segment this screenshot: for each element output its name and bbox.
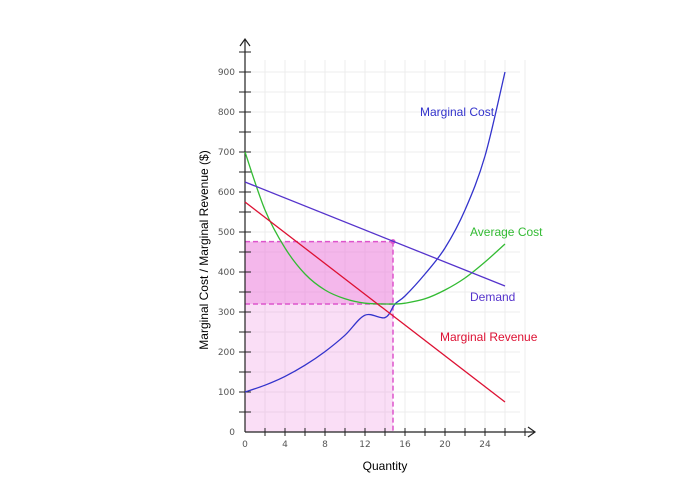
- y-axis-title: Marginal Cost / Marginal Revenue ($): [197, 150, 211, 349]
- x-tick-label: 12: [359, 440, 370, 450]
- y-tick-label: 600: [218, 188, 235, 198]
- y-tick-label: 800: [218, 108, 235, 118]
- grid: [245, 60, 526, 432]
- demand-curve: [244, 181, 506, 287]
- curves: [244, 71, 506, 403]
- average-cost-curve: [244, 151, 506, 305]
- average-cost-label: Average Cost: [470, 225, 543, 239]
- shaded-regions: [245, 239, 396, 432]
- y-tick-label: 700: [218, 148, 235, 158]
- marginal-revenue-curve: [244, 201, 506, 403]
- y-tick-label: 500: [218, 228, 235, 238]
- x-axis-arrow: [527, 426, 537, 438]
- x-tick-label: 8: [322, 440, 328, 450]
- x-axis-title: Quantity: [363, 459, 408, 473]
- y-tick-label: 100: [218, 388, 235, 398]
- y-tick-label: 900: [218, 68, 235, 78]
- y-axis-arrow: [239, 37, 251, 47]
- y-tick-label: 0: [229, 428, 235, 438]
- x-tick-label: 0: [242, 440, 248, 450]
- labels: Marginal Cost Average Cost Demand Marginal …: [420, 105, 543, 344]
- y-tick-label: 300: [218, 308, 235, 318]
- y-tick-label: 400: [218, 268, 235, 278]
- marginal-revenue-label: Marginal Revenue: [440, 330, 538, 344]
- axes: 0 4 8 12 16 20 24 0 100 200 300 400 500 600 700 800 900: [218, 37, 537, 450]
- y-tick-label: 200: [218, 348, 235, 358]
- marginal-cost-label: Marginal Cost: [420, 105, 495, 119]
- demand-label: Demand: [470, 290, 515, 304]
- x-tick-label: 4: [282, 440, 288, 450]
- x-tick-label: 16: [399, 440, 411, 450]
- profit-region: [245, 241, 393, 304]
- total-revenue-region: [245, 241, 393, 432]
- marginal-cost-curve: [244, 71, 506, 393]
- x-tick-label: 24: [479, 440, 491, 450]
- x-tick-label: 20: [439, 440, 451, 450]
